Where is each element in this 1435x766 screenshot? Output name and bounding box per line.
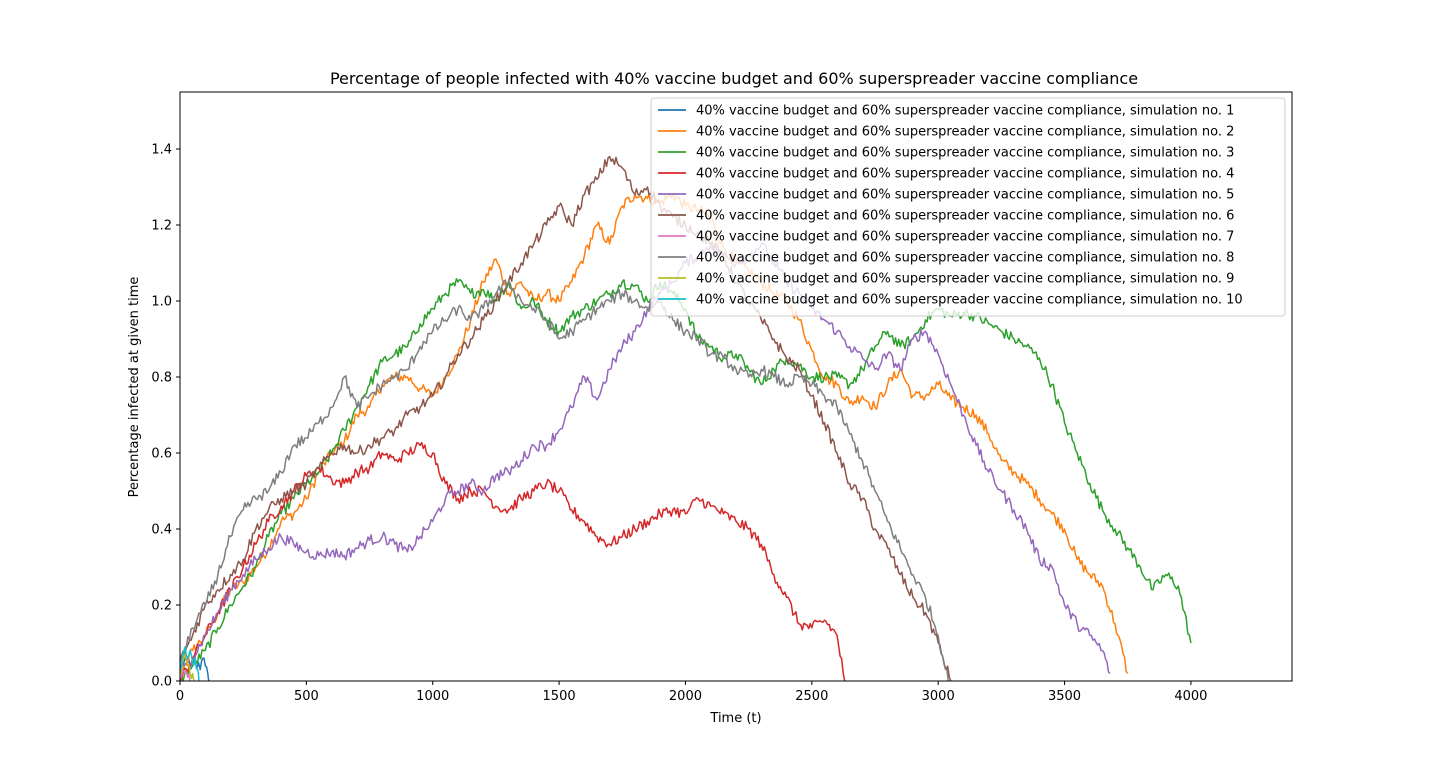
x-tick-label: 2000	[669, 689, 702, 704]
series-line-8	[179, 279, 950, 682]
series-line-4	[179, 441, 846, 682]
x-tick-label: 500	[294, 689, 319, 704]
series-line-10	[179, 646, 200, 682]
legend-label: 40% vaccine budget and 60% superspreader…	[696, 125, 1234, 140]
series-line-5	[179, 242, 1111, 674]
series-line-7	[179, 668, 191, 682]
y-tick-label: 1.2	[151, 219, 172, 234]
chart-title: Percentage of people infected with 40% v…	[330, 69, 1138, 88]
legend-label: 40% vaccine budget and 60% superspreader…	[696, 251, 1234, 266]
x-tick-label: 3500	[1048, 689, 1081, 704]
x-axis: 0 500 1000 1500 2000 2500 3000 3500 4000	[176, 681, 1207, 704]
legend-label: 40% vaccine budget and 60% superspreader…	[696, 209, 1234, 224]
legend-box	[650, 97, 1286, 317]
y-tick-label: 1.0	[151, 295, 172, 310]
y-axis-label: Percentage infected at given time	[127, 277, 142, 498]
x-tick-label: 1500	[543, 689, 576, 704]
x-tick-label: 2500	[795, 689, 828, 704]
y-tick-label: 0.8	[151, 371, 172, 386]
legend-label: 40% vaccine budget and 60% superspreader…	[696, 104, 1234, 119]
y-tick-label: 0.2	[151, 599, 172, 614]
axes-frame	[179, 91, 1293, 682]
legend: 40% vaccine budget and 60% superspreader…	[650, 97, 1286, 317]
legend-label: 40% vaccine budget and 60% superspreader…	[696, 272, 1234, 287]
y-tick-label: 0.6	[151, 447, 172, 462]
legend-label: 40% vaccine budget and 60% superspreader…	[696, 293, 1243, 308]
x-tick-label: 1000	[416, 689, 449, 704]
y-axis: 0.0 0.2 0.4 0.6 0.8 1.0 1.2 1.4	[151, 143, 180, 690]
x-tick-label: 4000	[1174, 689, 1207, 704]
legend-label: 40% vaccine budget and 60% superspreader…	[696, 230, 1234, 245]
y-tick-label: 0.0	[151, 675, 172, 690]
legend-label: 40% vaccine budget and 60% superspreader…	[696, 188, 1234, 203]
legend-label: 40% vaccine budget and 60% superspreader…	[696, 146, 1234, 161]
y-tick-label: 1.4	[151, 143, 172, 158]
legend-label: 40% vaccine budget and 60% superspreader…	[696, 167, 1234, 182]
y-tick-label: 0.4	[151, 523, 172, 538]
x-tick-label: 0	[176, 689, 184, 704]
series-line-6	[179, 155, 952, 682]
x-tick-label: 3000	[922, 689, 955, 704]
x-axis-label: Time (t)	[709, 711, 761, 726]
